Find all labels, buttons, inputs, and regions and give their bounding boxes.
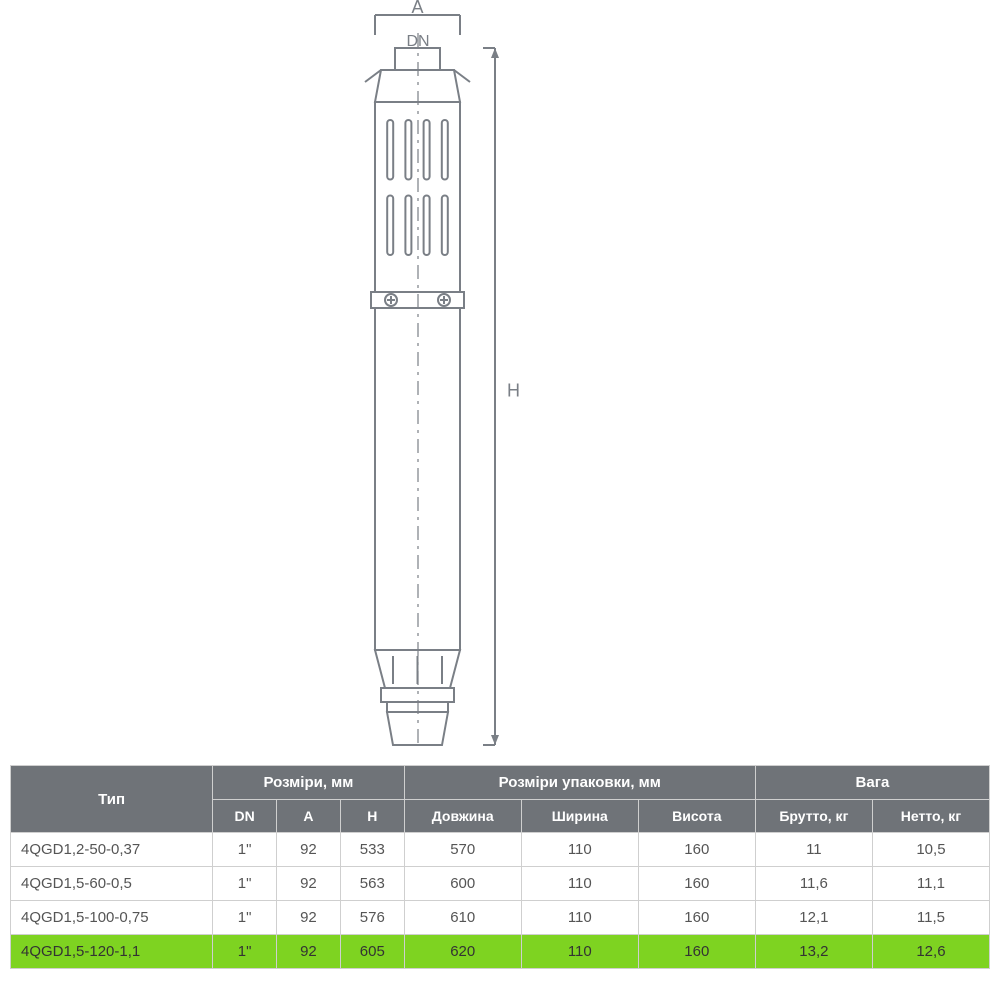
cell-dn: 1" — [213, 901, 277, 935]
cell-gross: 12,1 — [755, 901, 872, 935]
cell-net: 11,1 — [872, 867, 989, 901]
table-row: 4QGD1,2-50-0,371"925335701101601110,5 — [11, 833, 990, 867]
table-row: 4QGD1,5-100-0,751"9257661011016012,111,5 — [11, 901, 990, 935]
cell-gross: 11 — [755, 833, 872, 867]
cell-hgt: 160 — [638, 833, 755, 867]
cell-len: 600 — [404, 867, 521, 901]
cell-len: 570 — [404, 833, 521, 867]
cell-gross: 13,2 — [755, 935, 872, 969]
svg-text:A: A — [411, 0, 423, 17]
cell-dn: 1" — [213, 935, 277, 969]
th-type: Тип — [11, 766, 213, 833]
cell-a: 92 — [277, 935, 341, 969]
cell-type: 4QGD1,5-60-0,5 — [11, 867, 213, 901]
cell-h: 533 — [340, 833, 404, 867]
cell-dn: 1" — [213, 867, 277, 901]
cell-net: 10,5 — [872, 833, 989, 867]
cell-gross: 11,6 — [755, 867, 872, 901]
spec-table: Тип Розміри, мм Розміри упаковки, мм Ваг… — [10, 765, 990, 969]
cell-a: 92 — [277, 867, 341, 901]
th-dn: DN — [213, 800, 277, 833]
th-h: H — [340, 800, 404, 833]
th-len: Довжина — [404, 800, 521, 833]
cell-len: 620 — [404, 935, 521, 969]
th-a: A — [277, 800, 341, 833]
spec-table-body: 4QGD1,2-50-0,371"925335701101601110,54QG… — [11, 833, 990, 969]
th-dims: Розміри, мм — [213, 766, 405, 800]
cell-type: 4QGD1,2-50-0,37 — [11, 833, 213, 867]
cell-wid: 110 — [521, 901, 638, 935]
pump-diagram: ADNH — [0, 0, 1000, 760]
table-row: 4QGD1,5-120-1,11"9260562011016013,212,6 — [11, 935, 990, 969]
cell-type: 4QGD1,5-120-1,1 — [11, 935, 213, 969]
cell-len: 610 — [404, 901, 521, 935]
cell-wid: 110 — [521, 833, 638, 867]
cell-wid: 110 — [521, 867, 638, 901]
th-weight: Вага — [755, 766, 989, 800]
pump-svg: ADNH — [0, 0, 1000, 760]
cell-h: 563 — [340, 867, 404, 901]
table-row: 4QGD1,5-60-0,51"9256360011016011,611,1 — [11, 867, 990, 901]
cell-h: 605 — [340, 935, 404, 969]
th-net: Нетто, кг — [872, 800, 989, 833]
cell-h: 576 — [340, 901, 404, 935]
th-gross: Брутто, кг — [755, 800, 872, 833]
cell-hgt: 160 — [638, 901, 755, 935]
spec-table-area: Тип Розміри, мм Розміри упаковки, мм Ваг… — [10, 765, 990, 969]
cell-dn: 1" — [213, 833, 277, 867]
th-hgt: Висота — [638, 800, 755, 833]
th-wid: Ширина — [521, 800, 638, 833]
svg-text:H: H — [507, 381, 520, 401]
cell-wid: 110 — [521, 935, 638, 969]
cell-type: 4QGD1,5-100-0,75 — [11, 901, 213, 935]
cell-hgt: 160 — [638, 867, 755, 901]
cell-hgt: 160 — [638, 935, 755, 969]
cell-a: 92 — [277, 901, 341, 935]
cell-net: 12,6 — [872, 935, 989, 969]
cell-a: 92 — [277, 833, 341, 867]
cell-net: 11,5 — [872, 901, 989, 935]
th-pack: Розміри упаковки, мм — [404, 766, 755, 800]
